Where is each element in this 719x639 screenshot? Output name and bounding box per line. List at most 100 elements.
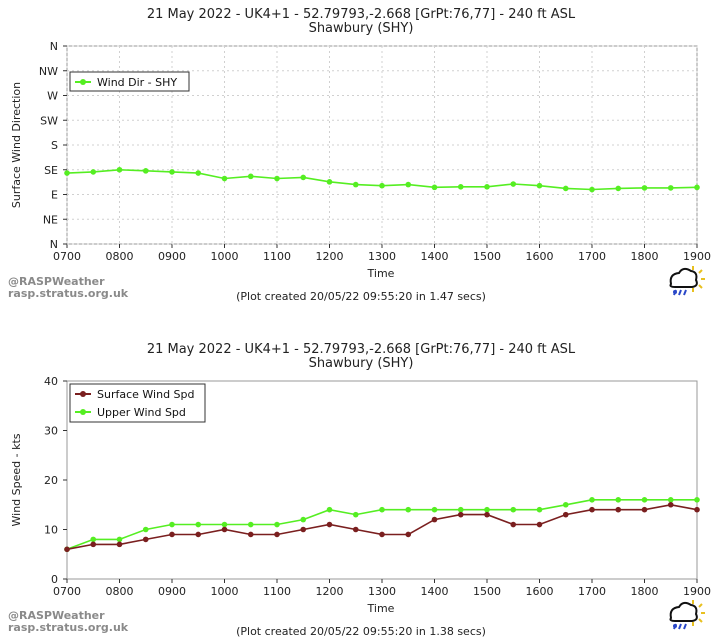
data-point: [405, 181, 412, 188]
data-point: [195, 521, 202, 528]
data-point: [90, 169, 97, 175]
x-tick-label: 0900: [158, 585, 186, 598]
data-point: [562, 511, 569, 518]
data-point: [247, 173, 254, 180]
x-tick-label: 1400: [421, 250, 449, 263]
data-point: [641, 497, 648, 503]
legend-label: Surface Wind Spd: [97, 388, 195, 401]
y-tick-label: W: [47, 90, 58, 103]
legend-marker: [80, 409, 86, 415]
data-point: [352, 511, 359, 518]
x-tick-label: 1000: [211, 585, 239, 598]
y-tick-label: 20: [44, 474, 58, 487]
data-point: [247, 531, 254, 538]
data-point: [90, 541, 97, 548]
chart-title: 21 May 2022 - UK4+1 - 52.79793,-2.668 [G…: [147, 7, 576, 22]
data-point: [484, 506, 490, 513]
axis-ticks: [63, 380, 698, 583]
x-tick-labels: 0700 0800 0900 1000 1100 1200 1300 1400 1500 1600…: [53, 585, 711, 598]
data-point: [484, 184, 490, 190]
y-tick-label: E: [51, 189, 58, 202]
x-tick-label: 0900: [158, 250, 186, 263]
data-point: [90, 536, 97, 543]
data-point: [641, 185, 648, 191]
x-tick-label: 1300: [368, 250, 396, 263]
x-tick-label: 1700: [578, 585, 606, 598]
y-tick-label: SE: [44, 164, 58, 177]
data-point: [405, 531, 412, 538]
x-tick-label: 0700: [53, 250, 81, 263]
y-tick-labels: 0 10 20 30 40: [44, 375, 58, 586]
wind-direction-panel: 21 May 2022 - UK4+1 - 52.79793,-2.668 [G…: [8, 7, 711, 303]
data-point: [457, 511, 464, 518]
data-point: [379, 182, 385, 189]
y-tick-label: NW: [39, 65, 58, 78]
data-point: [326, 521, 333, 528]
data-point: [589, 186, 595, 193]
y-tick-label: 30: [44, 425, 58, 438]
y-axis-label: Wind Speed - kts: [10, 433, 23, 526]
legend-box: [69, 71, 190, 92]
chart-subtitle: Shawbury (SHY): [309, 21, 414, 36]
data-point: [589, 497, 595, 503]
data-point: [510, 181, 517, 187]
brand-name: @RASPWeather: [8, 609, 105, 622]
data-point: [169, 531, 175, 538]
legend-marker: [80, 79, 86, 85]
x-tick-label: 1300: [368, 585, 396, 598]
data-point: [64, 546, 70, 553]
y-tick-label: 40: [44, 375, 58, 388]
legend: Surface Wind Spd Upper Wind Spd: [69, 383, 206, 423]
x-tick-label: 1200: [316, 585, 344, 598]
wind-speed-panel: 21 May 2022 - UK4+1 - 52.79793,-2.668 [G…: [8, 342, 711, 638]
x-axis-label: Time: [367, 267, 395, 280]
data-point: [116, 166, 123, 173]
data-point: [326, 179, 333, 185]
data-point: [300, 516, 307, 523]
chart-title: 21 May 2022 - UK4+1 - 52.79793,-2.668 [G…: [147, 342, 576, 357]
x-tick-label: 1600: [526, 250, 554, 263]
data-point: [536, 506, 543, 513]
data-point: [615, 497, 622, 503]
data-point: [484, 511, 490, 518]
y-axis-label: Surface Wind Direction: [10, 82, 23, 208]
data-point: [379, 531, 385, 538]
data-point: [615, 506, 622, 513]
data-point: [247, 521, 254, 528]
data-point: [116, 541, 123, 548]
data-point: [221, 526, 228, 533]
legend-label: Wind Dir - SHY: [97, 76, 177, 89]
series-layer: [64, 166, 700, 193]
series-layer: [64, 497, 700, 553]
chart-subtitle: Shawbury (SHY): [309, 356, 414, 371]
x-tick-label: 0800: [106, 585, 134, 598]
data-point: [142, 526, 149, 533]
x-tick-label: 0700: [53, 585, 81, 598]
data-point: [169, 169, 175, 175]
data-point: [667, 185, 674, 191]
data-point: [195, 170, 202, 176]
y-tick-label: NE: [43, 213, 58, 226]
legend-label: Upper Wind Spd: [97, 406, 186, 419]
y-tick-label: N: [50, 40, 58, 53]
x-tick-label: 1900: [683, 585, 711, 598]
data-point: [405, 506, 412, 513]
data-point: [116, 536, 123, 543]
data-point: [536, 521, 543, 528]
data-point: [510, 506, 517, 513]
data-point: [694, 506, 700, 513]
data-point: [667, 501, 674, 508]
data-point: [326, 506, 333, 513]
x-axis-label: Time: [367, 602, 395, 615]
data-point: [169, 521, 175, 528]
y-tick-label: S: [51, 139, 58, 152]
x-tick-label: 1500: [473, 250, 501, 263]
data-point: [431, 506, 438, 513]
y-tick-label: 0: [51, 573, 58, 586]
weather-logo-icon: [669, 600, 705, 630]
x-tick-label: 1200: [316, 250, 344, 263]
weather-logo-icon: [669, 266, 705, 296]
data-point: [694, 184, 700, 191]
data-point: [300, 174, 307, 181]
